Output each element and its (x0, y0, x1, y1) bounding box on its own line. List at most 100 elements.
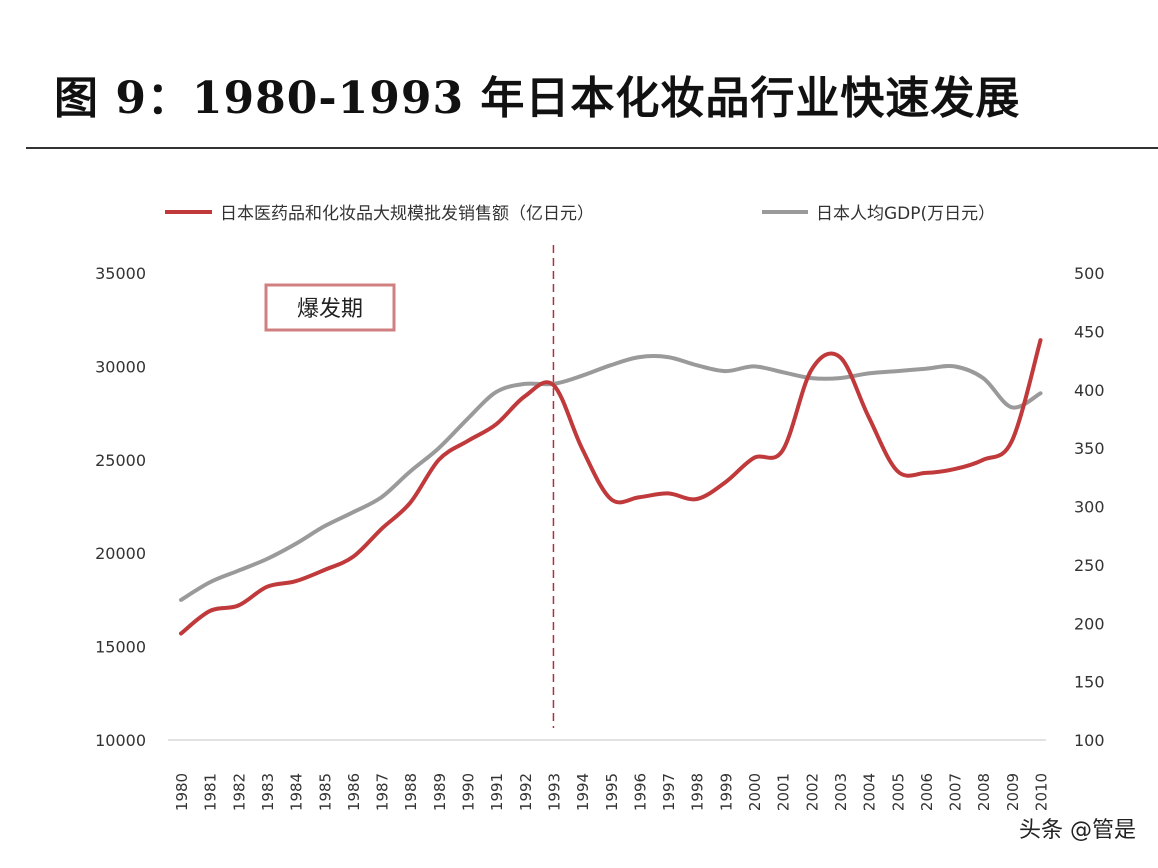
series1-point-1994 (580, 447, 584, 451)
series2-point-1980 (179, 598, 183, 602)
x-tick-label: 1994 (574, 773, 592, 811)
x-tick-label: 1980 (173, 773, 191, 811)
y-left-tick-label: 15000 (95, 638, 146, 657)
series2-point-1996 (637, 355, 641, 359)
page-title: 图 9：1980-1993 年日本化妆品行业快速发展 (54, 73, 1021, 124)
x-tick-label: 1996 (631, 773, 649, 811)
series1-point-2008 (981, 458, 985, 462)
x-axis: 1980 1981 1982 1983 1984 1985 1986 1987 1988 1989… (173, 773, 1051, 811)
series1-point-1984 (294, 579, 298, 583)
series1-point-1999 (723, 480, 727, 484)
series1-point-2009 (1010, 439, 1014, 443)
series1-point-2001 (781, 449, 785, 453)
x-tick-label: 1997 (660, 773, 678, 811)
series1-point-1998 (695, 497, 699, 501)
x-tick-label: 1995 (603, 773, 621, 811)
series2-point-2009 (1010, 405, 1014, 409)
series1-point-1993 (552, 383, 556, 387)
series2-point-1983 (265, 557, 269, 561)
series-line-1 (179, 338, 1043, 636)
series1-point-2002 (809, 368, 813, 372)
series2-point-1989 (437, 446, 441, 450)
series2-point-1981 (208, 580, 212, 584)
series2-point-1998 (695, 363, 699, 367)
x-tick-label: 2009 (1004, 773, 1022, 811)
series2-point-1985 (322, 524, 326, 528)
y-axis-right: 500 450 400 350 300 250 200 150 100 (1074, 264, 1105, 750)
series2-point-1988 (408, 470, 412, 474)
y-axis-left: 35000 30000 25000 20000 15000 10000 (95, 264, 146, 750)
watermark: 头条 @管是 (1019, 818, 1136, 843)
x-tick-label: 1993 (545, 773, 563, 811)
y-left-tick-label: 25000 (95, 451, 146, 470)
series2-point-1987 (380, 495, 384, 499)
series2-point-1994 (580, 374, 584, 378)
series-line-2 (179, 354, 1043, 602)
y-left-tick-label: 10000 (95, 731, 146, 750)
x-tick-label: 1998 (689, 773, 707, 811)
y-left-tick-label: 35000 (95, 264, 146, 283)
x-tick-label: 2007 (947, 773, 965, 811)
series1-point-1992 (523, 394, 527, 398)
series2-point-1990 (466, 417, 470, 421)
y-left-tick-label: 20000 (95, 544, 146, 563)
y-right-tick-label: 350 (1074, 439, 1105, 458)
x-tick-label: 2004 (861, 773, 879, 811)
annotation-text: 爆发期 (297, 297, 363, 322)
series2-point-2010 (1039, 391, 1043, 395)
series2-point-1997 (666, 355, 670, 359)
x-tick-label: 1992 (517, 773, 535, 811)
legend: 日本医药品和化妆品大规模批发销售额（亿日元） 日本人均GDP(万日元） (165, 204, 995, 224)
series1-point-1991 (494, 422, 498, 426)
x-tick-label: 2008 (975, 773, 993, 811)
series1-point-2000 (752, 456, 756, 460)
x-tick-label: 1999 (717, 773, 735, 811)
series1-point-1989 (437, 458, 441, 462)
y-right-tick-label: 500 (1074, 264, 1105, 283)
series2-point-1982 (236, 569, 240, 573)
series2-point-2006 (924, 367, 928, 371)
annotation-border (264, 283, 396, 332)
y-left-tick-label: 30000 (95, 357, 146, 376)
annotation-box: 爆发期 (264, 283, 396, 332)
series2-point-1995 (609, 363, 613, 367)
series1-point-1980 (179, 632, 183, 636)
series-lines (179, 338, 1043, 636)
y-right-tick-label: 250 (1074, 556, 1105, 575)
series2-point-2000 (752, 364, 756, 368)
series2-point-1992 (523, 382, 527, 386)
series1-point-2004 (867, 415, 871, 419)
y-right-tick-label: 300 (1074, 498, 1105, 517)
series1-point-1985 (322, 568, 326, 572)
series1-point-1995 (609, 497, 613, 501)
x-tick-label: 1988 (402, 773, 420, 811)
y-right-tick-label: 450 (1074, 322, 1105, 341)
series1-point-1982 (236, 604, 240, 608)
series1-point-2010 (1039, 338, 1043, 342)
legend-label-series2: 日本人均GDP(万日元） (816, 204, 995, 224)
x-tick-label: 1981 (202, 773, 220, 811)
series1-point-1986 (351, 555, 355, 559)
legend-label-series1: 日本医药品和化妆品大规模批发销售额（亿日元） (220, 204, 594, 224)
series1-point-1996 (637, 495, 641, 499)
y-right-tick-label: 150 (1074, 673, 1105, 692)
series2-point-1984 (294, 542, 298, 546)
y-right-tick-label: 400 (1074, 381, 1105, 400)
y-right-tick-label: 200 (1074, 614, 1105, 633)
series2-point-2003 (838, 376, 842, 380)
x-tick-label: 1991 (488, 773, 506, 811)
series2-point-1986 (351, 510, 355, 514)
series2-point-1991 (494, 390, 498, 394)
series1-point-2006 (924, 471, 928, 475)
x-tick-label: 1990 (460, 773, 478, 811)
x-tick-label: 1989 (431, 773, 449, 811)
x-tick-label: 2005 (889, 773, 907, 811)
x-tick-label: 1983 (259, 773, 277, 811)
x-tick-label: 1984 (288, 773, 306, 811)
series2-point-2001 (781, 370, 785, 374)
x-tick-label: 2006 (918, 773, 936, 811)
series2-point-2007 (953, 364, 957, 368)
x-tick-label: 2003 (832, 773, 850, 811)
series1-point-1987 (380, 527, 384, 531)
